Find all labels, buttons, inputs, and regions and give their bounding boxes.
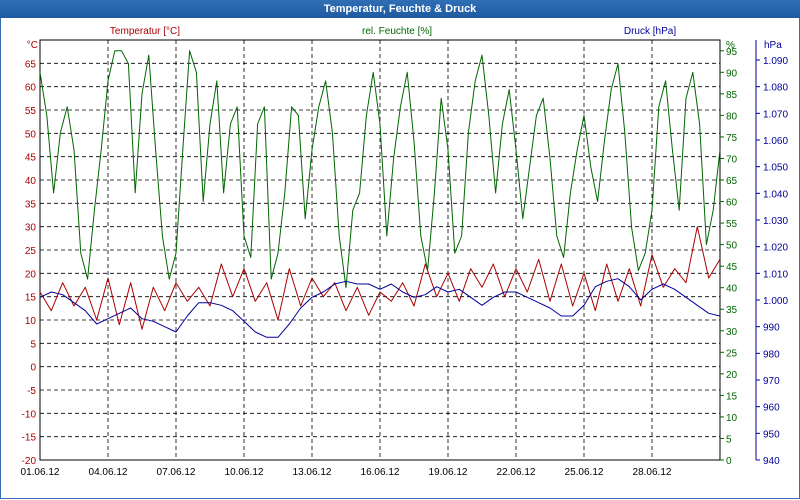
humidity-tick-label: 25 <box>726 348 738 359</box>
humidity-tick-label: 5 <box>726 434 732 445</box>
pressure-tick-label: 1.050 <box>763 163 788 174</box>
date-tick-label: 01.06.12 <box>21 467 60 478</box>
pressure-tick-label: 960 <box>763 403 780 414</box>
date-tick-label: 13.06.12 <box>293 467 332 478</box>
humidity-tick-label: 30 <box>726 327 738 338</box>
temperature-tick-label: 20 <box>25 269 37 280</box>
pressure-series-line <box>39 278 721 338</box>
temperature-tick-label: 40 <box>25 176 37 187</box>
temperature-tick-label: 30 <box>25 223 37 234</box>
temperature-tick-label: -5 <box>27 386 36 397</box>
humidity-tick-label: 45 <box>726 262 738 273</box>
humidity-tick-label: 90 <box>726 68 738 79</box>
pressure-tick-label: 1.070 <box>763 109 788 120</box>
humidity-tick-label: 85 <box>726 90 738 101</box>
pressure-tick-label: 1.080 <box>763 83 788 94</box>
humidity-tick-label: 95 <box>726 47 738 58</box>
date-tick-label: 04.06.12 <box>89 467 128 478</box>
date-tick-label: 28.06.12 <box>633 467 672 478</box>
pressure-legend: Druck [hPa] <box>624 26 676 37</box>
humidity-unit: % <box>726 40 735 51</box>
pressure-tick-label: 1.020 <box>763 243 788 254</box>
humidity-series-line <box>39 50 721 289</box>
pressure-tick-label: 1.000 <box>763 296 788 307</box>
date-tick-label: 22.06.12 <box>497 467 536 478</box>
pressure-tick-label: 970 <box>763 376 780 387</box>
temperature-tick-label: 55 <box>25 106 37 117</box>
humidity-tick-label: 35 <box>726 305 738 316</box>
humidity-tick-label: 70 <box>726 154 738 165</box>
date-tick-label: 10.06.12 <box>225 467 264 478</box>
temperature-tick-label: -15 <box>22 433 37 444</box>
humidity-tick-label: 20 <box>726 370 738 381</box>
temperature-tick-label: -20 <box>22 456 37 467</box>
axes: 65605550454035302520151050-5-10-15-20959… <box>21 40 788 478</box>
temperature-tick-label: 65 <box>25 59 37 70</box>
humidity-tick-label: 15 <box>726 391 738 402</box>
pressure-tick-label: 940 <box>763 456 780 467</box>
temperature-tick-label: 60 <box>25 83 37 94</box>
pressure-tick-label: 1.090 <box>763 56 788 67</box>
humidity-legend: rel. Feuchte [%] <box>362 26 432 37</box>
humidity-tick-label: 0 <box>726 456 732 467</box>
humidity-tick-label: 60 <box>726 198 738 209</box>
temperature-unit: °C <box>27 40 38 51</box>
pressure-tick-label: 1.060 <box>763 136 788 147</box>
humidity-tick-label: 75 <box>726 133 738 144</box>
humidity-tick-label: 50 <box>726 241 738 252</box>
pressure-tick-label: 950 <box>763 429 780 440</box>
date-tick-label: 19.06.12 <box>429 467 468 478</box>
pressure-tick-label: 980 <box>763 349 780 360</box>
date-tick-label: 07.06.12 <box>157 467 196 478</box>
temperature-legend: Temperatur [°C] <box>110 26 180 37</box>
temperature-tick-label: 15 <box>25 293 37 304</box>
pressure-unit: hPa <box>764 40 782 51</box>
temperature-tick-label: 45 <box>25 153 37 164</box>
pressure-tick-label: 1.030 <box>763 216 788 227</box>
temperature-tick-label: 0 <box>30 363 36 374</box>
humidity-tick-label: 65 <box>726 176 738 187</box>
pressure-tick-label: 990 <box>763 323 780 334</box>
temperature-series-line <box>39 226 721 330</box>
pressure-tick-label: 1.040 <box>763 189 788 200</box>
humidity-tick-label: 80 <box>726 111 738 122</box>
window-title: Temperatur, Feuchte & Druck <box>0 0 800 18</box>
humidity-tick-label: 40 <box>726 284 738 295</box>
temperature-tick-label: 25 <box>25 246 37 257</box>
humidity-tick-label: 10 <box>726 413 738 424</box>
temperature-tick-label: -10 <box>22 409 37 420</box>
date-tick-label: 16.06.12 <box>361 467 400 478</box>
temperature-tick-label: 35 <box>25 199 37 210</box>
date-tick-label: 25.06.12 <box>565 467 604 478</box>
humidity-tick-label: 55 <box>726 219 738 230</box>
series-lines <box>39 50 721 338</box>
grid-lines <box>39 39 721 461</box>
temperature-tick-label: 50 <box>25 129 37 140</box>
pressure-tick-label: 1.010 <box>763 269 788 280</box>
temperature-tick-label: 10 <box>25 316 37 327</box>
temperature-tick-label: 5 <box>30 339 36 350</box>
